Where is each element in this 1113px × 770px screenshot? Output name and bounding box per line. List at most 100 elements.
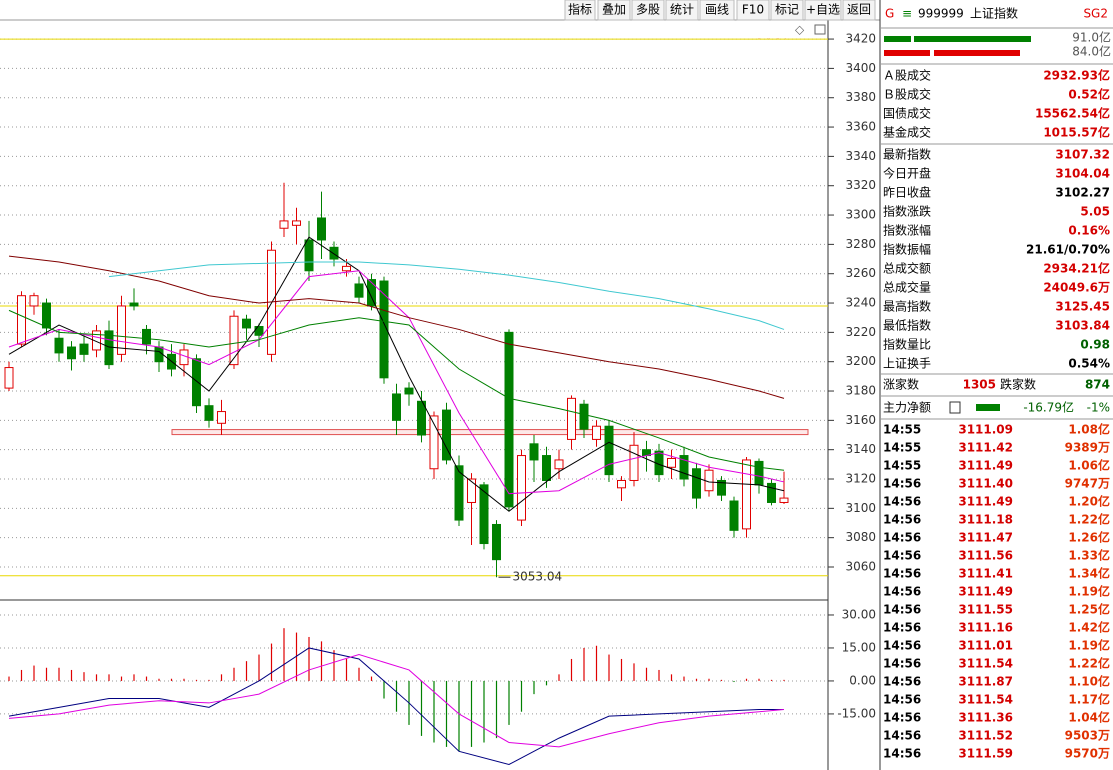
trade-price: 3111.59	[958, 747, 1013, 761]
toolbar-button[interactable]	[842, 0, 876, 21]
macd-line	[8, 647, 784, 766]
candle-body	[92, 330, 101, 351]
trade-amount: 1.33亿	[1068, 548, 1110, 563]
list-icon[interactable]	[949, 401, 961, 414]
y-tick-label: 3160	[845, 413, 876, 427]
candle-body	[617, 479, 626, 489]
trade-amount: 1.34亿	[1068, 566, 1110, 581]
stat-value: 0.54%	[1068, 357, 1110, 371]
trade-amount: 9747万	[1065, 477, 1110, 491]
trade-amount: 1.20亿	[1068, 494, 1110, 509]
y-tick-label: 3060	[845, 560, 876, 574]
toolbar-button[interactable]	[631, 0, 665, 21]
toolbar-button[interactable]	[564, 0, 596, 21]
y-tick-label: 3240	[845, 296, 876, 310]
trade-time: 14:55	[883, 423, 921, 437]
trade-time: 14:56	[883, 621, 921, 635]
candle-body	[604, 425, 614, 476]
toolbar-button[interactable]	[804, 0, 842, 21]
flow-value: -16.79亿	[1023, 400, 1074, 415]
menu-icon[interactable]: ≡	[902, 7, 912, 21]
trade-amount: 1.10亿	[1068, 674, 1110, 689]
stat-label: 指数振幅	[883, 242, 931, 257]
trade-time: 14:56	[883, 657, 921, 671]
toolbar-label[interactable]: 统计	[670, 3, 694, 17]
stat-label: 指数量比	[883, 337, 931, 352]
trade-amount: 1.22亿	[1068, 656, 1110, 671]
trade-price: 3111.01	[958, 639, 1013, 653]
y-tick-label: 3300	[845, 208, 876, 222]
trade-amount: 9389万	[1065, 441, 1110, 455]
stat-value: 3102.27	[1055, 186, 1110, 200]
stat-label: 上证换手	[883, 357, 931, 371]
toolbar-label[interactable]: 叠加	[602, 3, 626, 17]
stat-label: 最低指数	[883, 318, 931, 333]
toolbar-label[interactable]: 标记	[775, 3, 799, 17]
box-icon[interactable]	[814, 24, 826, 35]
candle-body	[429, 415, 439, 470]
candle-body	[354, 283, 364, 298]
y-tick-label: 3320	[845, 178, 876, 192]
toolbar-button[interactable]	[597, 0, 631, 21]
moving-average	[108, 261, 785, 330]
toolbar-label[interactable]: 多股	[636, 3, 660, 17]
trade-price: 3111.49	[958, 585, 1013, 599]
trade-time: 14:56	[883, 693, 921, 707]
y-tick-label: 3400	[845, 61, 876, 75]
stat-label: 国债成交	[883, 106, 931, 121]
toolbar-label[interactable]: 指标	[568, 2, 592, 17]
candle-body	[342, 265, 351, 272]
trade-time: 14:56	[883, 549, 921, 563]
candle-body	[42, 302, 51, 329]
trade-amount: 1.42亿	[1068, 620, 1110, 635]
toolbar-button[interactable]	[665, 0, 699, 21]
candle-body	[517, 455, 526, 521]
candle-body	[479, 484, 489, 545]
trade-amount: 9503万	[1065, 729, 1110, 743]
candle-body	[217, 411, 226, 424]
candle-body	[667, 457, 676, 468]
volume-bar	[914, 36, 1031, 42]
candle-body	[279, 220, 289, 229]
diamond-icon[interactable]: ◇	[795, 23, 805, 37]
candle-body	[292, 220, 301, 226]
candle-body	[542, 455, 551, 481]
stat-value: 3103.84	[1055, 319, 1110, 333]
candle-body	[304, 239, 314, 272]
y-tick-label: -15.00	[837, 706, 876, 720]
toolbar-button[interactable]	[699, 0, 735, 21]
trade-amount: 1.19亿	[1068, 638, 1110, 653]
trade-price: 3111.16	[958, 621, 1013, 635]
trade-time: 14:56	[883, 477, 921, 491]
stat-value: 0.98	[1080, 338, 1110, 352]
stat-value: 0.52亿	[1068, 87, 1110, 102]
candle-body	[442, 409, 451, 461]
candle-body	[229, 315, 239, 366]
bar-label: 91.0亿	[1072, 30, 1111, 45]
toolbar-label[interactable]: +自选	[806, 3, 840, 17]
candle-body	[454, 465, 464, 521]
toolbar-button[interactable]	[736, 0, 770, 21]
low-label: 3053.04	[513, 570, 563, 584]
stock-code: 999999	[918, 7, 964, 21]
y-tick-label: 3100	[845, 501, 876, 515]
trade-price: 3111.41	[958, 567, 1013, 581]
candle-body	[679, 455, 689, 480]
volume-bar	[884, 36, 911, 42]
macd-line	[8, 654, 785, 748]
toolbar-label[interactable]: F10	[742, 3, 764, 17]
toolbar-button[interactable]	[770, 0, 804, 21]
trade-price: 3111.54	[958, 657, 1013, 671]
stat-value: 15562.54亿	[1035, 106, 1110, 121]
stat-value: 21.61/0.70%	[1026, 243, 1110, 257]
candle-body	[467, 478, 476, 503]
breadth-value: 1305	[963, 378, 996, 392]
moving-average	[8, 236, 785, 512]
candle-body	[17, 295, 26, 345]
candle-body	[154, 346, 164, 363]
toolbar-label[interactable]: 返回	[847, 3, 871, 17]
toolbar-label[interactable]: 画线	[705, 3, 729, 17]
y-tick-label: 3360	[845, 120, 876, 134]
candle-body	[692, 468, 701, 499]
